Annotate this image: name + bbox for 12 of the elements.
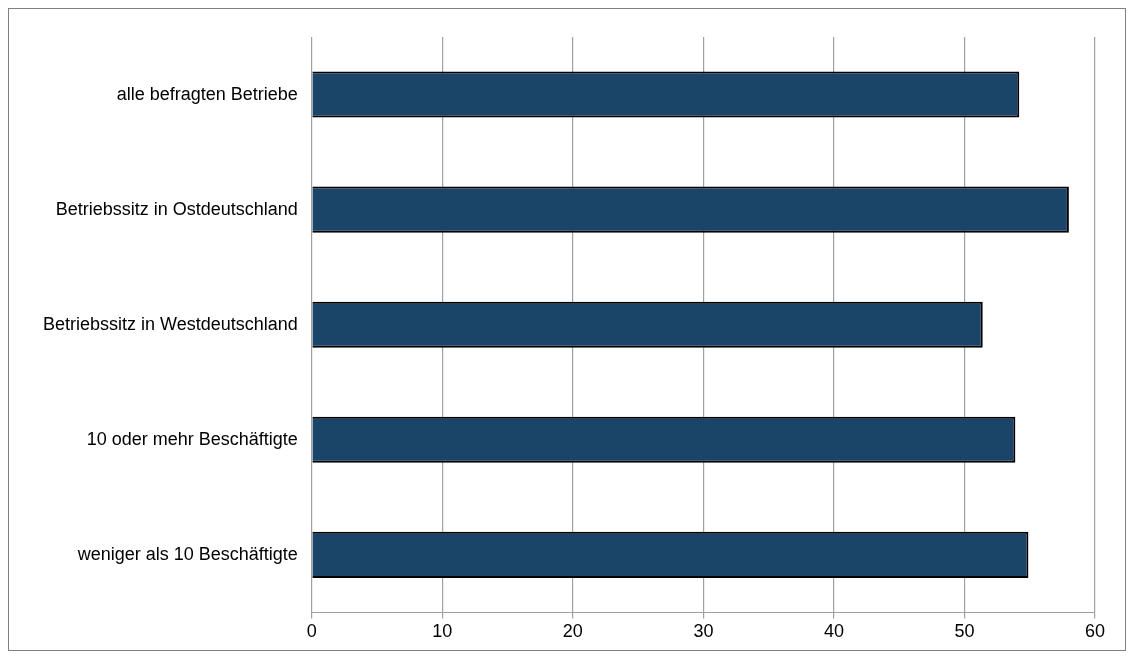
x-tick-label: 0 — [306, 621, 317, 642]
x-tick-label: 60 — [1084, 621, 1106, 642]
y-tick-label: alle befragten Betriebe — [116, 83, 298, 104]
x-tick-label: 50 — [954, 621, 975, 642]
x-tick-label: 40 — [823, 621, 844, 642]
y-tick-label: weniger als 10 Beschäftigte — [76, 543, 298, 564]
x-tick-label: 10 — [432, 621, 453, 642]
y-tick-label: Betriebssitz in Westdeutschland — [43, 313, 298, 334]
x-tick-label: 20 — [562, 621, 583, 642]
y-tick-label: 10 oder mehr Beschäftigte — [86, 428, 298, 449]
x-tick-label: 30 — [693, 621, 714, 642]
y-tick-label: Betriebssitz in Ostdeutschland — [55, 198, 298, 219]
